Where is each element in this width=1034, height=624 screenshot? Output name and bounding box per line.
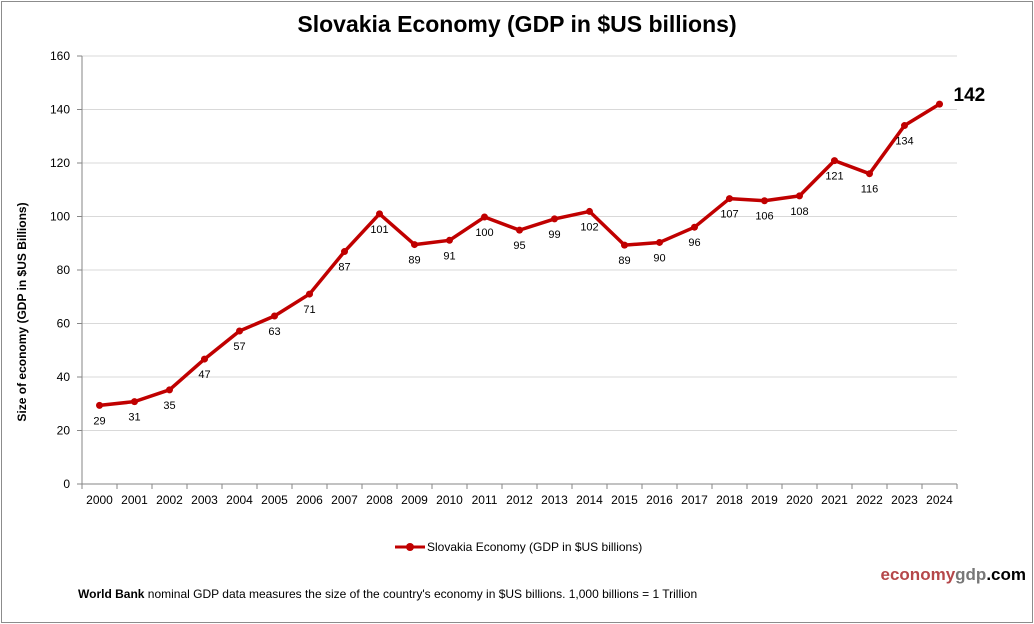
data-point — [376, 210, 383, 218]
data-label: 121 — [825, 171, 843, 183]
chart-title: Slovakia Economy (GDP in $US billions) — [297, 11, 737, 37]
data-point — [901, 122, 908, 130]
data-label: 116 — [861, 184, 879, 196]
data-point — [691, 223, 698, 231]
x-tick-label: 2018 — [716, 493, 743, 507]
data-label: 102 — [580, 221, 598, 233]
x-tick-label: 2011 — [472, 493, 498, 507]
x-tick-label: 2001 — [121, 493, 148, 507]
legend-label: Slovakia Economy (GDP in $US billions) — [427, 540, 643, 554]
data-label: 107 — [720, 209, 738, 221]
data-label: 108 — [790, 206, 808, 218]
data-point — [796, 192, 803, 200]
data-point — [411, 241, 418, 249]
x-tick-label: 2010 — [436, 493, 463, 507]
data-label: 89 — [618, 255, 630, 267]
x-tick-label: 2013 — [541, 493, 568, 507]
data-point — [621, 241, 628, 249]
x-tick-label: 2023 — [891, 493, 918, 507]
data-label: 89 — [408, 255, 420, 267]
data-label: 96 — [688, 237, 700, 249]
data-point — [271, 312, 278, 320]
x-tick-label: 2008 — [366, 493, 393, 507]
data-label: 63 — [268, 326, 280, 338]
x-tick-label: 2021 — [821, 493, 848, 507]
data-label: 29 — [93, 415, 105, 427]
data-point — [201, 355, 208, 363]
data-point — [341, 248, 348, 256]
y-tick-label: 160 — [50, 49, 70, 63]
x-tick-label: 2016 — [646, 493, 673, 507]
data-label: 134 — [895, 136, 913, 148]
data-label: 99 — [548, 229, 560, 241]
data-point — [726, 195, 733, 203]
x-tick-label: 2019 — [751, 493, 778, 507]
x-tick-label: 2012 — [506, 493, 533, 507]
data-point — [761, 197, 768, 205]
x-tick-label: 2006 — [296, 493, 323, 507]
x-tick-label: 2017 — [681, 493, 708, 507]
data-label: 57 — [233, 341, 245, 353]
y-tick-label: 100 — [50, 210, 70, 224]
data-point — [551, 215, 558, 223]
brand-logo[interactable]: economygdp.com — [880, 565, 1026, 584]
y-tick-label: 140 — [50, 103, 70, 117]
x-tick-label: 2002 — [156, 493, 183, 507]
data-label: 101 — [370, 224, 388, 236]
data-point — [306, 290, 313, 298]
data-label: 91 — [443, 250, 455, 262]
data-point — [446, 236, 453, 244]
y-tick-label: 40 — [57, 370, 71, 384]
legend-marker-icon — [395, 543, 425, 551]
data-label: 31 — [128, 412, 140, 424]
series-line — [99, 102, 941, 408]
x-tick-label: 2007 — [331, 493, 358, 507]
data-label: 100 — [475, 227, 493, 239]
x-tick-label: 2022 — [856, 493, 883, 507]
y-tick-label: 0 — [63, 477, 70, 491]
data-point — [236, 327, 243, 335]
x-tick-label: 2009 — [401, 493, 428, 507]
data-point — [831, 157, 838, 165]
data-label: 47 — [198, 369, 210, 381]
legend: Slovakia Economy (GDP in $US billions) — [395, 540, 642, 554]
x-tick-label: 2005 — [261, 493, 288, 507]
data-point — [656, 238, 663, 246]
data-label: 87 — [338, 262, 350, 274]
x-tick-label: 2020 — [786, 493, 813, 507]
data-point — [936, 100, 943, 108]
data-label: 71 — [303, 304, 315, 316]
data-point — [96, 401, 103, 409]
x-tick-label: 2014 — [576, 493, 603, 507]
data-point — [166, 386, 173, 394]
x-tick-label: 2015 — [611, 493, 638, 507]
data-point — [131, 398, 138, 406]
y-tick-label: 60 — [57, 317, 71, 331]
y-tick-label: 80 — [57, 263, 71, 277]
x-tick-label: 2000 — [86, 493, 113, 507]
data-point — [866, 170, 873, 178]
data-label: 35 — [163, 400, 175, 412]
data-point — [516, 226, 523, 234]
x-tick-label: 2024 — [926, 493, 953, 507]
x-tick-label: 2004 — [226, 493, 253, 507]
data-label: 142 — [954, 85, 986, 106]
data-point — [481, 213, 488, 221]
y-tick-label: 120 — [50, 156, 70, 170]
data-point — [586, 207, 593, 215]
x-tick-label: 2003 — [191, 493, 218, 507]
data-label: 95 — [513, 240, 525, 252]
y-tick-label: 20 — [57, 424, 71, 438]
data-label: 90 — [653, 252, 665, 264]
footnote: World Bank nominal GDP data measures the… — [78, 587, 698, 601]
data-label: 106 — [755, 211, 773, 223]
